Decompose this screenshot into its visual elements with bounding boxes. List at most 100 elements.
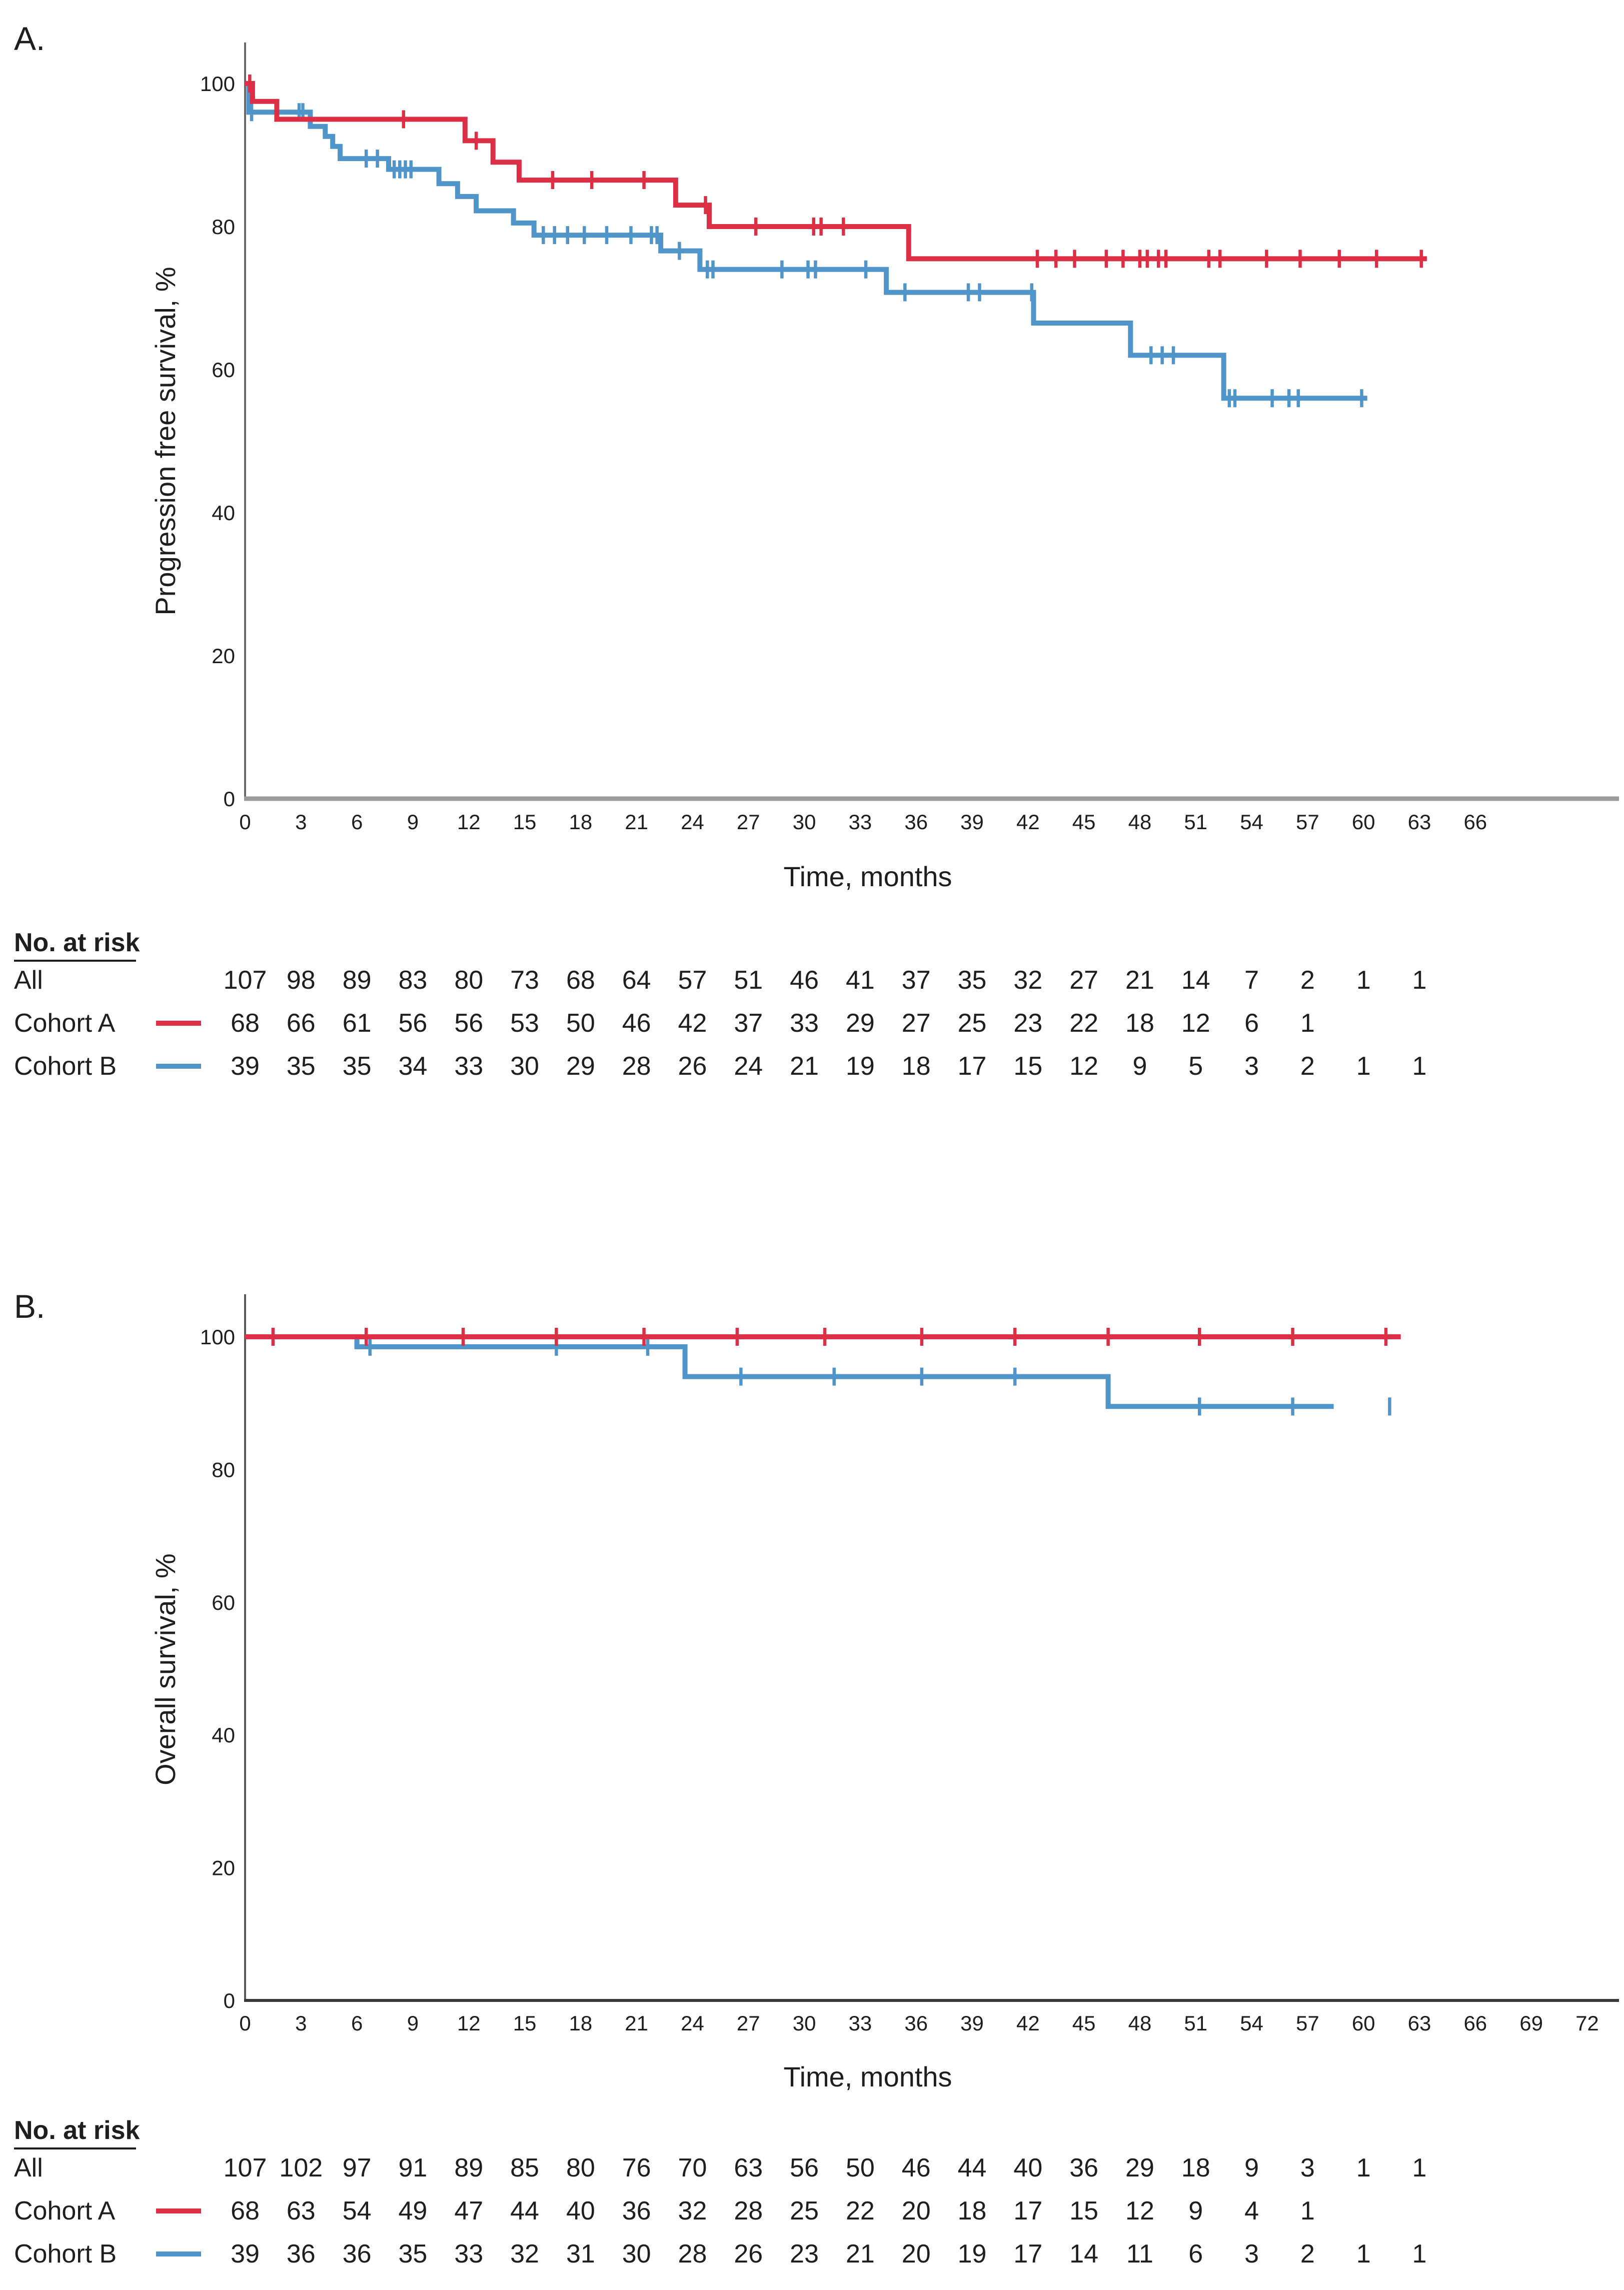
risk-count: 31 [566, 2239, 595, 2268]
risk-count: 68 [231, 1009, 260, 1038]
risk-count: 35 [958, 966, 987, 995]
x-tick-label: 9 [407, 2011, 419, 2035]
risk-count: 54 [343, 2196, 372, 2225]
risk-count: 1 [1412, 2239, 1427, 2268]
risk-count: 29 [566, 1052, 595, 1081]
x-tick-label: 60 [1352, 810, 1375, 834]
risk-count: 30 [622, 2239, 651, 2268]
risk-count: 36 [1069, 2153, 1098, 2182]
risk-count: 22 [846, 2196, 875, 2225]
risk-count: 34 [399, 1052, 428, 1081]
x-tick-label: 66 [1463, 2011, 1487, 2035]
risk-count: 35 [343, 1052, 372, 1081]
risk-count: 97 [343, 2153, 372, 2182]
risk-count: 18 [902, 1052, 931, 1081]
y-tick-label: 20 [212, 1856, 235, 1880]
risk-count: 27 [1069, 966, 1098, 995]
x-tick-label: 24 [681, 2011, 704, 2035]
risk-count: 44 [510, 2196, 539, 2225]
risk-row-cohort-b: Cohort B 39 36 36 35 33 32 31 30 28 26 23 21 20 19 17 14… [14, 2239, 1426, 2268]
y-tick-label: 80 [212, 1458, 235, 1481]
risk-row-label: All [14, 966, 43, 995]
x-tick-label: 12 [457, 2011, 481, 2035]
x-tick-label: 30 [793, 2011, 816, 2035]
risk-count: 49 [399, 2196, 428, 2225]
risk-count: 23 [1013, 1009, 1042, 1038]
risk-count: 15 [1013, 1052, 1042, 1081]
x-tick-label: 21 [625, 810, 648, 834]
x-tick-label: 36 [904, 2011, 928, 2035]
risk-count: 63 [287, 2196, 316, 2225]
risk-count: 68 [231, 2196, 260, 2225]
risk-count: 19 [958, 2239, 987, 2268]
y-tick-label: 20 [212, 644, 235, 668]
y-tick-label: 40 [212, 1723, 235, 1747]
risk-count: 1 [1412, 1052, 1427, 1081]
risk-count: 6 [1244, 1009, 1259, 1038]
x-tick-label: 69 [1519, 2011, 1543, 2035]
x-tick-label: 57 [1296, 810, 1319, 834]
risk-row-label: Cohort A [14, 2196, 116, 2225]
risk-count: 32 [510, 2239, 539, 2268]
risk-count: 28 [734, 2196, 763, 2225]
y-axis-title: Progression free survival, % [150, 267, 181, 615]
risk-count: 57 [678, 966, 707, 995]
km-curve-cohort-a [245, 81, 1427, 262]
risk-count: 14 [1069, 2239, 1098, 2268]
x-tick-label: 45 [1072, 810, 1096, 834]
risk-count: 61 [343, 1009, 372, 1038]
censor-ticks-cohort-b [250, 103, 1363, 408]
x-tick-label: 63 [1408, 810, 1431, 834]
risk-count: 5 [1188, 1052, 1203, 1081]
risk-count: 32 [1013, 966, 1042, 995]
risk-count: 22 [1069, 1009, 1098, 1038]
x-tick-label: 51 [1184, 2011, 1207, 2035]
risk-count: 50 [846, 2153, 875, 2182]
risk-count: 28 [622, 1052, 651, 1081]
risk-count: 2 [1300, 2239, 1315, 2268]
y-tick-label: 0 [224, 787, 235, 811]
risk-count: 35 [287, 1052, 316, 1081]
x-tick-label: 18 [569, 810, 593, 834]
risk-count: 36 [622, 2196, 651, 2225]
y-tick-label: 60 [212, 1591, 235, 1614]
y-tick-label: 60 [212, 358, 235, 382]
risk-count: 17 [1013, 2239, 1042, 2268]
risk-row-cohort-a: Cohort A 68 66 61 56 56 53 50 46 42 37 33 29 27 25 23 22… [14, 1009, 1315, 1038]
risk-count: 80 [566, 2153, 595, 2182]
risk-count: 1 [1356, 2239, 1371, 2268]
y-tick-label: 80 [212, 215, 235, 239]
risk-count: 102 [279, 2153, 323, 2182]
y-tick-label: 0 [224, 1989, 235, 2012]
risk-count: 33 [790, 1009, 819, 1038]
risk-row-cohort-a: Cohort A 68 63 54 49 47 44 40 36 32 28 25 22 20 18 17 15… [14, 2196, 1315, 2225]
risk-count: 3 [1244, 2239, 1259, 2268]
risk-count: 9 [1244, 2153, 1259, 2182]
x-tick-label: 48 [1128, 2011, 1152, 2035]
risk-count: 89 [343, 966, 372, 995]
risk-row-label: All [14, 2153, 43, 2182]
risk-count: 1 [1300, 2196, 1315, 2225]
risk-count: 42 [678, 1009, 707, 1038]
x-tick-label: 39 [960, 810, 984, 834]
x-tick-label: 39 [960, 2011, 984, 2035]
risk-count: 56 [790, 2153, 819, 2182]
x-tick-label: 48 [1128, 810, 1152, 834]
risk-count: 98 [287, 966, 316, 995]
risk-count: 3 [1244, 1052, 1259, 1081]
risk-count: 4 [1244, 2196, 1259, 2225]
risk-count: 20 [902, 2196, 931, 2225]
risk-count: 2 [1300, 1052, 1315, 1081]
risk-count: 26 [678, 1052, 707, 1081]
x-tick-label: 33 [849, 2011, 872, 2035]
risk-row-all: All 107 102 97 91 89 85 80 76 70 63 56 50 46 44 40 36 29 1… [14, 2153, 1426, 2182]
risk-count: 1 [1412, 966, 1427, 995]
risk-count: 21 [846, 2239, 875, 2268]
y-tick-label: 100 [200, 1325, 235, 1349]
risk-count: 18 [1181, 2153, 1210, 2182]
